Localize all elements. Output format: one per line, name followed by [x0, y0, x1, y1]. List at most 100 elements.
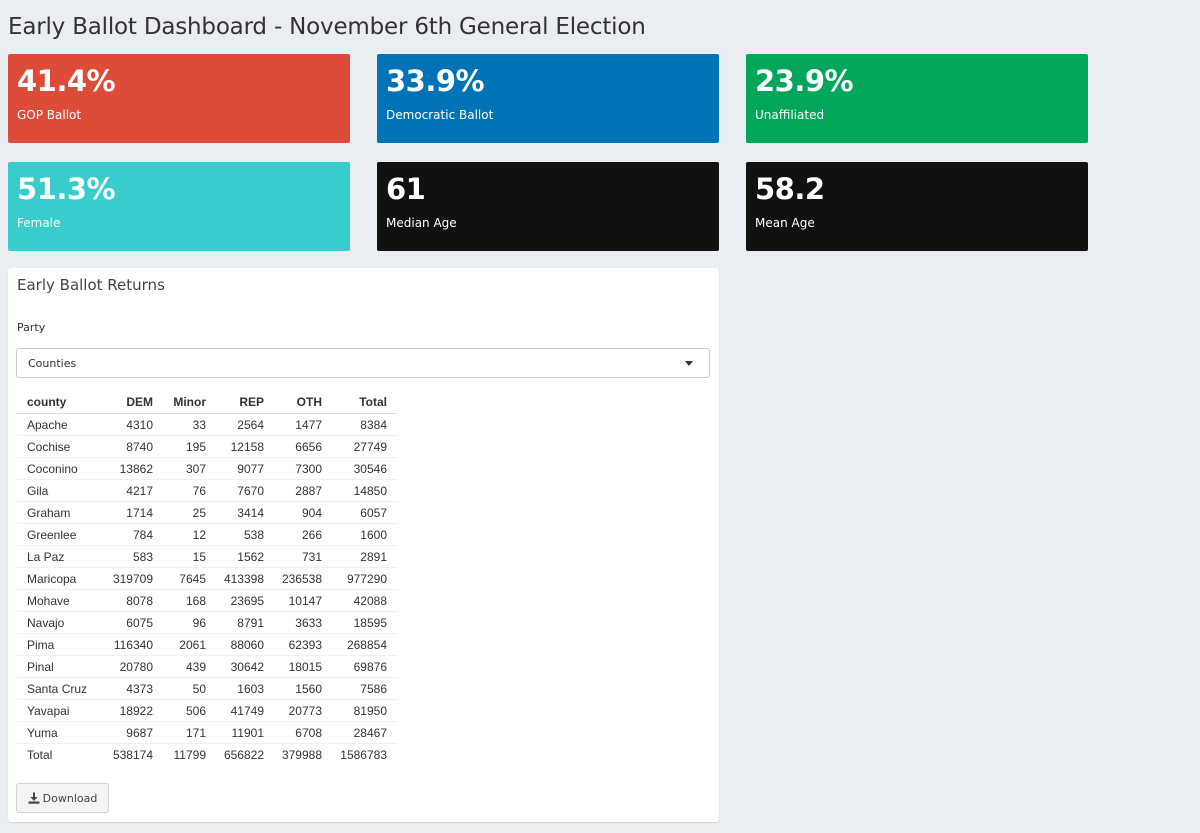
cell-rep: 41749 [206, 699, 264, 722]
table-row: Graham 1714 25 3414 904 6057 [17, 501, 397, 524]
cell-rep: 2564 [206, 413, 264, 436]
cell-oth: 904 [264, 501, 322, 524]
table-row: La Paz 583 15 1562 731 2891 [17, 545, 397, 568]
unaffiliated-value: 23.9% [755, 64, 854, 98]
democratic-ballot-value: 33.9% [386, 64, 485, 98]
cell-minor: 15 [153, 545, 206, 568]
cell-rep: 8791 [206, 611, 264, 634]
cell-minor: 11799 [173, 747, 206, 762]
table-row: Pima 116340 2061 88060 62393 268854 [17, 633, 397, 656]
cell-minor: 307 [153, 457, 206, 480]
cell-minor: 195 [153, 435, 206, 458]
cell-dem: 4310 [97, 413, 153, 436]
female-value: 51.3% [17, 172, 116, 206]
cell-minor: 12 [153, 523, 206, 546]
unaffiliated-box: 23.9% Unaffiliated [746, 54, 1088, 143]
cell-dem: 583 [97, 545, 153, 568]
cell-dem: 4217 [97, 479, 153, 502]
median-age-box: 61 Median Age [377, 162, 719, 251]
column-header-dem[interactable]: DEM [97, 391, 153, 414]
cell-rep: 30642 [206, 655, 264, 678]
column-header-oth[interactable]: OTH [264, 391, 322, 414]
cell-rep: 88060 [206, 633, 264, 656]
median-age-label: Median Age [386, 216, 457, 230]
cell-rep: 1562 [206, 545, 264, 568]
cell-oth: 18015 [264, 655, 322, 678]
cell-minor: 50 [153, 677, 206, 700]
cell-minor: 96 [153, 611, 206, 634]
table-row: Santa Cruz 4373 50 1603 1560 7586 [17, 677, 397, 700]
cell-total: 6057 [322, 501, 397, 524]
cell-county: Graham [17, 501, 97, 524]
cell-county: Yuma [17, 721, 97, 744]
party-select-value: Counties [28, 357, 77, 370]
cell-rep: 11901 [206, 721, 264, 744]
cell-county: Pinal [17, 655, 97, 678]
cell-dem: 538174 [112, 747, 153, 762]
table-row: Greenlee 784 12 538 266 1600 [17, 523, 397, 546]
cell-minor: 33 [153, 413, 206, 436]
cell-total: 28467 [322, 721, 397, 744]
cell-oth: 731 [264, 545, 322, 568]
table-row: Coconino 13862 307 9077 7300 30546 [17, 457, 397, 480]
cell-total: 14850 [322, 479, 397, 502]
female-box: 51.3% Female [8, 162, 350, 251]
party-select[interactable]: Counties [16, 348, 710, 378]
table-row: Cochise 8740 195 12158 6656 27749 [17, 435, 397, 458]
cell-county: Total [27, 747, 53, 762]
gop-ballot-label: GOP Ballot [17, 108, 82, 122]
early-ballot-returns-panel: Early Ballot Returns Party Counties coun… [8, 268, 719, 822]
democratic-ballot-box: 33.9% Democratic Ballot [377, 54, 719, 143]
cell-dem: 13862 [97, 457, 153, 480]
table-row: Mohave 8078 168 23695 10147 42088 [17, 589, 397, 612]
cell-rep: 23695 [206, 589, 264, 612]
mean-age-value: 58.2 [755, 172, 825, 206]
table-row: Gila 4217 76 7670 2887 14850 [17, 479, 397, 502]
cell-oth: 2887 [264, 479, 322, 502]
cell-county: Navajo [17, 611, 97, 634]
cell-oth: 3633 [264, 611, 322, 634]
cell-total: 977290 [322, 567, 397, 590]
cell-rep: 12158 [206, 435, 264, 458]
cell-oth: 7300 [264, 457, 322, 480]
cell-county: La Paz [17, 545, 97, 568]
caret-down-icon [685, 361, 693, 366]
column-header-rep[interactable]: REP [206, 391, 264, 414]
cell-oth: 236538 [264, 567, 322, 590]
column-header-minor[interactable]: Minor [153, 391, 206, 414]
cell-dem: 4373 [97, 677, 153, 700]
column-header-total[interactable]: Total [322, 391, 397, 414]
cell-oth: 379988 [281, 747, 322, 762]
cell-dem: 8078 [97, 589, 153, 612]
column-header-county[interactable]: county [17, 391, 97, 414]
cell-dem: 9687 [97, 721, 153, 744]
cell-total: 81950 [322, 699, 397, 722]
cell-county: Pima [17, 633, 97, 656]
cell-total: 27749 [322, 435, 397, 458]
cell-total: 7586 [322, 677, 397, 700]
cell-minor: 2061 [153, 633, 206, 656]
cell-oth: 6708 [264, 721, 322, 744]
download-button-label: Download [42, 791, 98, 805]
cell-total: 30546 [322, 457, 397, 480]
table-row: Yuma 9687 171 11901 6708 28467 [17, 721, 397, 744]
cell-oth: 1560 [264, 677, 322, 700]
table-row: Yavapai 18922 506 41749 20773 81950 [17, 699, 397, 722]
cell-oth: 62393 [264, 633, 322, 656]
cell-rep: 538 [206, 523, 264, 546]
female-label: Female [17, 216, 61, 230]
cell-rep: 413398 [206, 567, 264, 590]
table-row: Apache 4310 33 2564 1477 8384 [17, 413, 397, 436]
cell-total: 2891 [322, 545, 397, 568]
cell-dem: 1714 [97, 501, 153, 524]
cell-county: Mohave [17, 589, 97, 612]
cell-county: Apache [17, 413, 97, 436]
cell-total: 268854 [322, 633, 397, 656]
cell-minor: 25 [153, 501, 206, 524]
cell-total: 1600 [322, 523, 397, 546]
cell-minor: 171 [153, 721, 206, 744]
cell-dem: 8740 [97, 435, 153, 458]
table-row: Navajo 6075 96 8791 3633 18595 [17, 611, 397, 634]
download-button[interactable]: Download [16, 783, 109, 813]
cell-dem: 116340 [97, 633, 153, 656]
